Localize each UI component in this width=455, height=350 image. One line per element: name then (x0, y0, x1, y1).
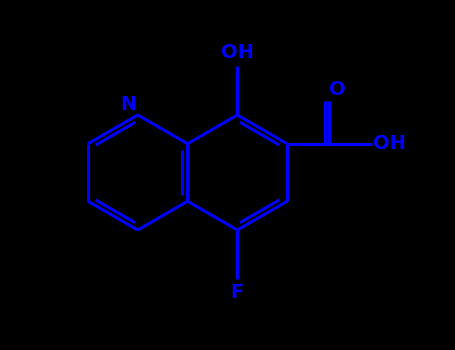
Text: OH: OH (373, 134, 406, 153)
Text: OH: OH (221, 43, 254, 62)
Text: F: F (231, 284, 244, 302)
Text: O: O (329, 80, 346, 99)
Text: N: N (121, 94, 137, 113)
